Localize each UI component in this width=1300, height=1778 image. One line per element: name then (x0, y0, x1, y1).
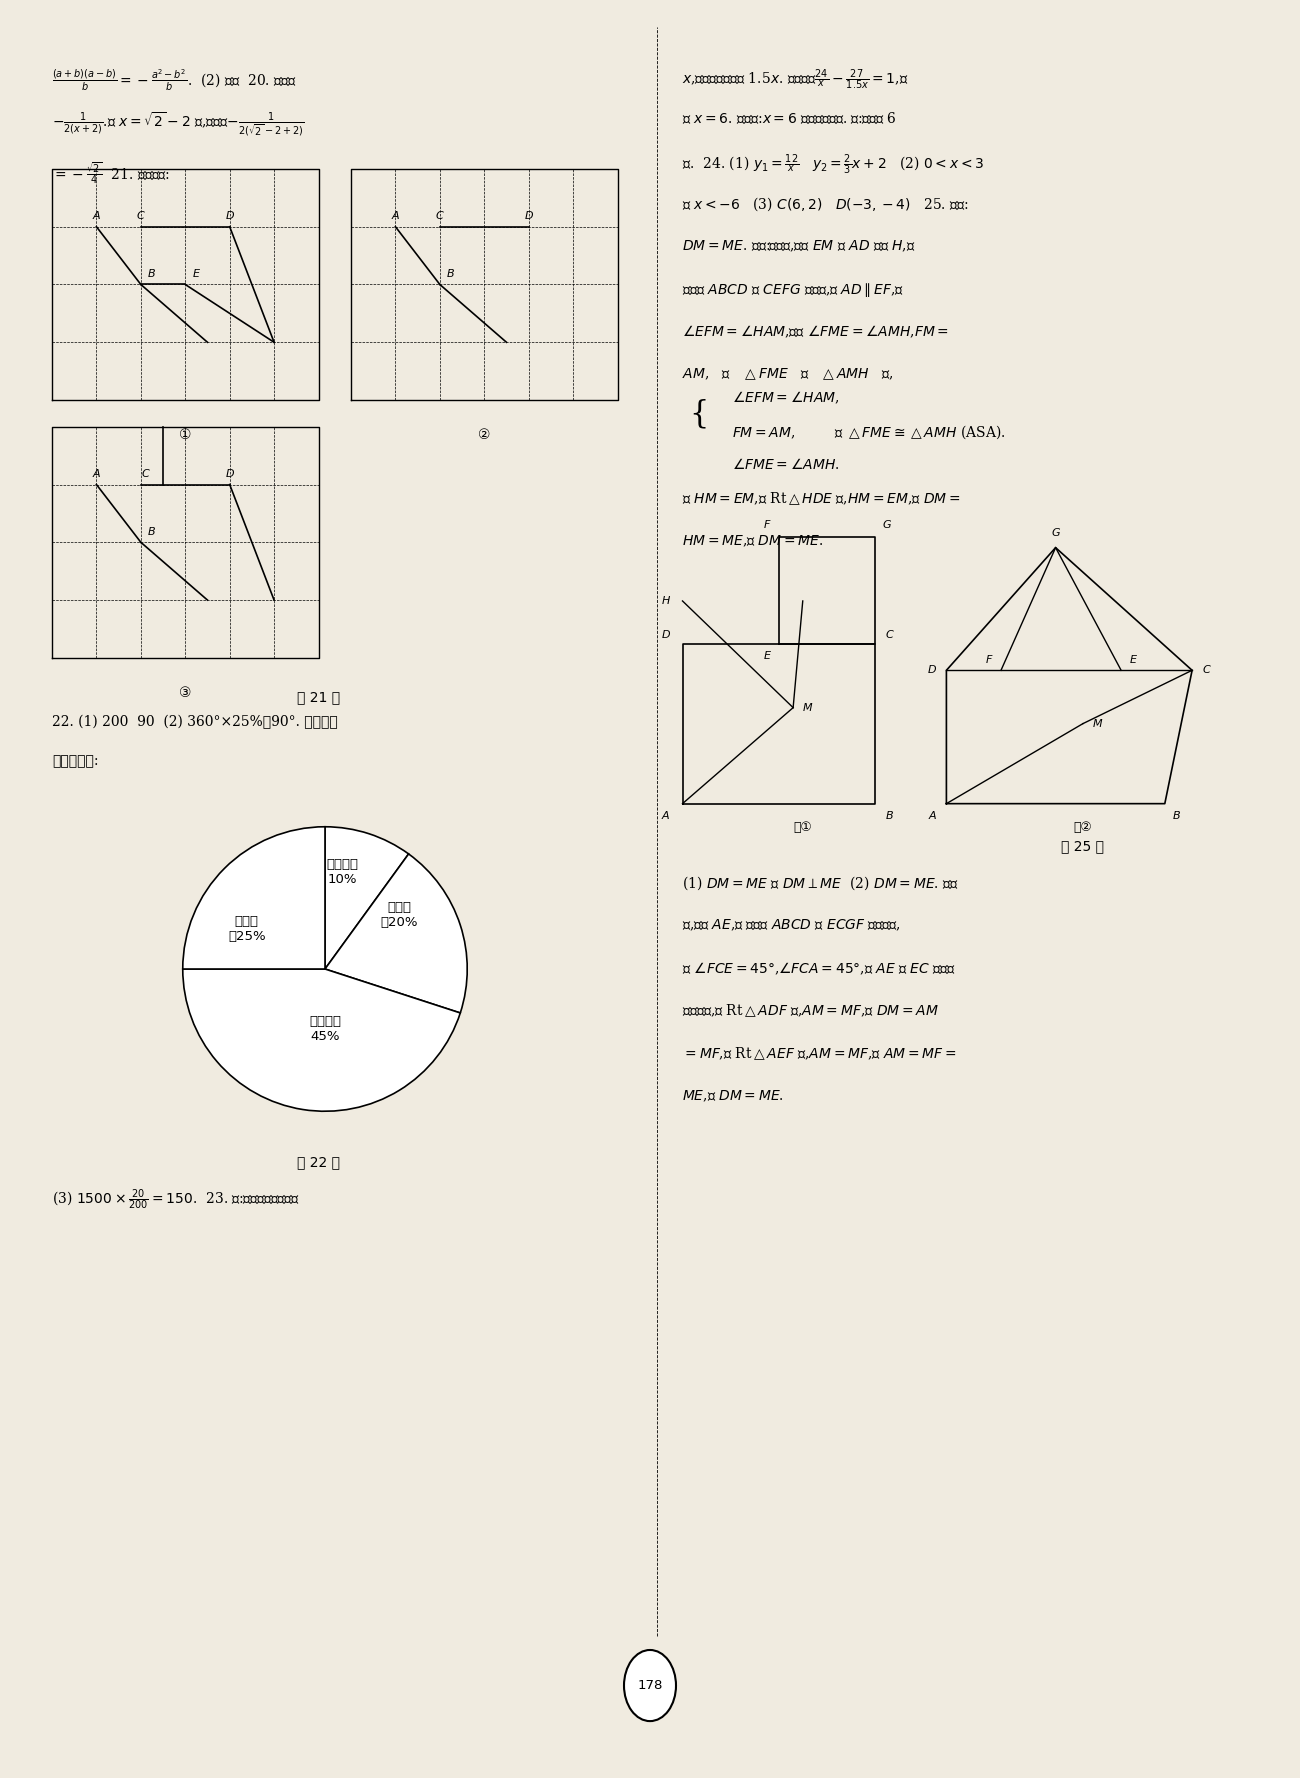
Text: (1) $DM=ME$ 且 $DM\perp ME$  (2) $DM=ME$. 如图: (1) $DM=ME$ 且 $DM\perp ME$ (2) $DM=ME$. … (682, 875, 959, 893)
Text: D: D (928, 665, 936, 676)
Text: $FM=AM$,         ∴ $\triangle FME\cong\triangle AMH$ (ASA).: $FM=AM$, ∴ $\triangle FME\cong\triangle … (732, 423, 1005, 441)
Text: 第 25 题: 第 25 题 (1061, 839, 1105, 853)
Circle shape (624, 1650, 676, 1721)
Text: 非常了
解25%: 非常了 解25% (227, 916, 265, 942)
Text: M: M (1092, 718, 1102, 729)
Text: 比较了解
45%: 比较了解 45% (309, 1015, 341, 1042)
Wedge shape (183, 969, 460, 1111)
Text: $ME$,∴ $DM=ME$.: $ME$,∴ $DM=ME$. (682, 1088, 784, 1104)
Text: B: B (148, 526, 156, 537)
Text: D: D (662, 629, 670, 640)
Text: 第 21 题: 第 21 题 (296, 690, 341, 704)
Text: $x$,则第二组的人数 1.5$x$. 由题意得$\frac{24}{x}-\frac{27}{1.5x}=1$,解: $x$,则第二组的人数 1.5$x$. 由题意得$\frac{24}{x}-\f… (682, 68, 909, 92)
Text: 四边形 $ABCD$ 和 $CEFG$ 是矩形,∴ $AD\parallel EF$,∴: 四边形 $ABCD$ 和 $CEFG$ 是矩形,∴ $AD\parallel E… (682, 281, 905, 299)
Text: A: A (92, 469, 100, 478)
Text: D: D (524, 212, 533, 220)
Text: B: B (447, 268, 455, 279)
Text: A: A (662, 811, 670, 821)
Text: ②,连接 $AE$,∵ 四边形 $ABCD$ 和 $ECGF$ 是正方形,: ②,连接 $AE$,∵ 四边形 $ABCD$ 和 $ECGF$ 是正方形, (682, 917, 901, 933)
Text: E: E (1130, 654, 1136, 665)
Text: $\angle EFM=\angle HAM$,: $\angle EFM=\angle HAM$, (732, 389, 840, 405)
Text: B: B (1173, 811, 1180, 821)
Text: E: E (763, 651, 771, 661)
Text: $\frac{(a+b)(a-b)}{b}=-\frac{a^2-b^2}{b}$.  (2) 无解  20. 原式＝: $\frac{(a+b)(a-b)}{b}=-\frac{a^2-b^2}{b}… (52, 68, 296, 92)
Text: B: B (885, 811, 893, 821)
Text: $DM=ME$. 证明:如图①,延长 $EM$ 交 $AD$ 于点 $H$,∵: $DM=ME$. 证明:如图①,延长 $EM$ 交 $AD$ 于点 $H$,∵ (682, 238, 916, 254)
Text: A: A (92, 212, 100, 220)
Text: {: { (689, 398, 708, 428)
Text: $\angle FME=\angle AMH$.: $\angle FME=\angle AMH$. (732, 457, 840, 471)
Text: $=-\frac{\sqrt{2}}{4}$  21. 如图所示:: $=-\frac{\sqrt{2}}{4}$ 21. 如图所示: (52, 160, 170, 185)
Text: $-\frac{1}{2(x+2)}$.当 $x=\sqrt{2}-2$ 时,原式＝$-\frac{1}{2(\sqrt{2}-2+2)}$: $-\frac{1}{2(x+2)}$.当 $x=\sqrt{2}-2$ 时,原… (52, 110, 304, 139)
Text: 条直线上,在 Rt$\triangle ADF$ 中,$AM=MF$,∴ $DM=AM$: 条直线上,在 Rt$\triangle ADF$ 中,$AM=MF$,∴ $DM… (682, 1003, 940, 1019)
Text: C: C (1202, 665, 1210, 676)
Text: $\angle EFM=\angle HAM$,又∵ $\angle FME=\angle AMH$,$FM=$: $\angle EFM=\angle HAM$,又∵ $\angle FME=\… (682, 324, 949, 340)
Text: 统计图如下:: 统计图如下: (52, 754, 99, 768)
Text: E: E (192, 268, 200, 279)
Text: (3) $1500\times\frac{20}{200}=150$.  23. 解:设第一组的人数为: (3) $1500\times\frac{20}{200}=150$. 23. … (52, 1188, 300, 1213)
Text: ②: ② (478, 428, 490, 443)
Text: G: G (883, 519, 890, 530)
Text: C: C (885, 629, 893, 640)
Text: C: C (436, 212, 443, 220)
Text: ∴ $\angle FCE=45°$,$\angle FCA=45°$,∴ $AE$ 和 $EC$ 在同一: ∴ $\angle FCE=45°$,$\angle FCA=45°$,∴ $A… (682, 960, 956, 976)
Text: B: B (148, 268, 156, 279)
Text: A: A (391, 212, 399, 220)
Text: F: F (764, 519, 770, 530)
Text: 或 $x<-6$   (3) $C(6,2)$   $D(-3,-4)$   25. 猜想:: 或 $x<-6$ (3) $C(6,2)$ $D(-3,-4)$ 25. 猜想: (682, 196, 970, 213)
Text: C: C (142, 469, 150, 478)
Text: 基本了
解20%: 基本了 解20% (380, 901, 417, 928)
Text: 第 22 题: 第 22 题 (296, 1156, 341, 1170)
Text: $=MF$,在 Rt$\triangle AEF$ 中,$AM=MF$,∴ $AM=MF=$: $=MF$,在 Rt$\triangle AEF$ 中,$AM=MF$,∴ $A… (682, 1045, 957, 1061)
Text: $AM$,   在   $\triangle FME$   和   $\triangle AMH$   中,: $AM$, 在 $\triangle FME$ 和 $\triangle AMH… (682, 366, 894, 382)
Text: M: M (802, 702, 812, 713)
Text: ①: ① (179, 428, 191, 443)
Text: 图①: 图① (793, 821, 812, 834)
Text: 人.  24. (1) $y_1=\frac{12}{x}$   $y_2=\frac{2}{3}x+2$   (2) $0<x<3$: 人. 24. (1) $y_1=\frac{12}{x}$ $y_2=\frac… (682, 153, 984, 178)
Text: G: G (1052, 528, 1060, 539)
Wedge shape (183, 827, 325, 969)
Text: ∴ $HM=EM$,在 Rt$\triangle HDE$ 中,$HM=EM$,∴ $DM=$: ∴ $HM=EM$,在 Rt$\triangle HDE$ 中,$HM=EM$,… (682, 491, 961, 507)
Text: $HM=ME$,∴ $DM=ME$.: $HM=ME$,∴ $DM=ME$. (682, 533, 824, 549)
Text: 178: 178 (637, 1678, 663, 1693)
Text: C: C (136, 212, 144, 220)
Text: A: A (928, 811, 936, 821)
Wedge shape (325, 827, 408, 969)
Text: 图②: 图② (1074, 821, 1092, 834)
Text: D: D (225, 212, 234, 220)
Wedge shape (325, 853, 467, 1013)
Text: 得 $x=6$. 经检验:$x=6$ 是原方程的解. 答:第一组 6: 得 $x=6$. 经检验:$x=6$ 是原方程的解. 答:第一组 6 (682, 110, 897, 126)
Text: F: F (987, 654, 992, 665)
Text: ③: ③ (179, 686, 191, 701)
Text: D: D (225, 469, 234, 478)
Text: 22. (1) 200  90  (2) 360°×25%＝90°. 补全扇形: 22. (1) 200 90 (2) 360°×25%＝90°. 补全扇形 (52, 715, 338, 729)
Text: 不太了解
10%: 不太了解 10% (326, 859, 358, 885)
Text: H: H (662, 596, 670, 606)
